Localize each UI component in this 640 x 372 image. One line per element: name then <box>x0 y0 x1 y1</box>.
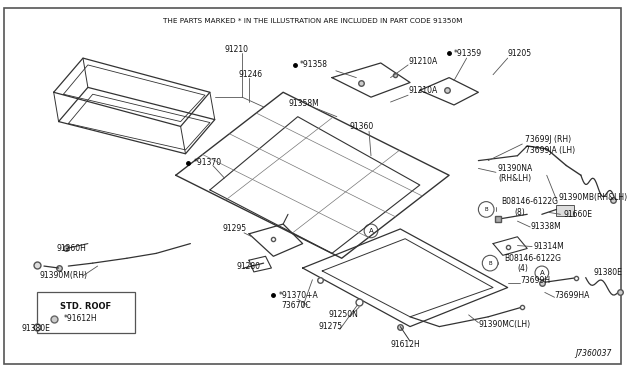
Text: 91210: 91210 <box>224 45 248 54</box>
Text: 91314M: 91314M <box>533 242 564 251</box>
Text: *91358: *91358 <box>300 60 328 70</box>
Text: 91390M(RH): 91390M(RH) <box>39 271 87 280</box>
Text: (8): (8) <box>515 208 525 217</box>
Text: B: B <box>484 207 488 212</box>
Text: J7360037: J7360037 <box>575 349 611 358</box>
Text: 91360: 91360 <box>349 122 374 131</box>
Text: *91359: *91359 <box>454 49 482 58</box>
Text: 91250N: 91250N <box>328 310 358 320</box>
Text: 91280: 91280 <box>236 262 260 270</box>
Text: 73699HA: 73699HA <box>554 291 590 300</box>
Text: B: B <box>488 261 492 266</box>
Text: 91246: 91246 <box>238 70 262 79</box>
Text: 91358M: 91358M <box>288 99 319 109</box>
Text: 91390MB(RH&LH): 91390MB(RH&LH) <box>559 193 628 202</box>
Text: STD. ROOF: STD. ROOF <box>60 302 111 311</box>
Text: A: A <box>540 270 544 276</box>
Text: *91370+A: *91370+A <box>278 291 318 300</box>
Text: 91660E: 91660E <box>563 210 593 219</box>
Text: B08146-6122G: B08146-6122G <box>504 254 561 263</box>
Text: 91275: 91275 <box>318 322 342 331</box>
Text: 91260H: 91260H <box>56 244 86 253</box>
Text: 91205: 91205 <box>508 49 532 58</box>
Text: 91210A: 91210A <box>408 86 437 95</box>
Text: (RH&LH): (RH&LH) <box>498 174 531 183</box>
Text: 73699JA (LH): 73699JA (LH) <box>525 146 575 155</box>
Text: 91380E: 91380E <box>22 324 51 333</box>
Text: THE PARTS MARKED * IN THE ILLUSTRATION ARE INCLUDED IN PART CODE 91350M: THE PARTS MARKED * IN THE ILLUSTRATION A… <box>163 18 462 24</box>
Text: A: A <box>369 228 373 234</box>
Text: 91338M: 91338M <box>530 222 561 231</box>
Text: 91390NA: 91390NA <box>498 164 533 173</box>
Text: 91380E: 91380E <box>593 268 623 278</box>
Bar <box>37 292 135 333</box>
Text: *91612H: *91612H <box>63 314 97 323</box>
Text: *91370: *91370 <box>193 158 221 167</box>
Text: B08146-6122G: B08146-6122G <box>501 197 558 206</box>
Bar <box>557 205 574 216</box>
Text: 73699H: 73699H <box>520 276 550 285</box>
Text: 91390MC(LH): 91390MC(LH) <box>478 320 531 329</box>
Text: (4): (4) <box>518 263 528 273</box>
Text: 73670C: 73670C <box>281 301 311 310</box>
Text: 91612H: 91612H <box>390 340 420 349</box>
Text: 91210A: 91210A <box>408 57 437 65</box>
Text: 91295: 91295 <box>223 224 247 234</box>
Text: 73699J (RH): 73699J (RH) <box>525 135 572 144</box>
